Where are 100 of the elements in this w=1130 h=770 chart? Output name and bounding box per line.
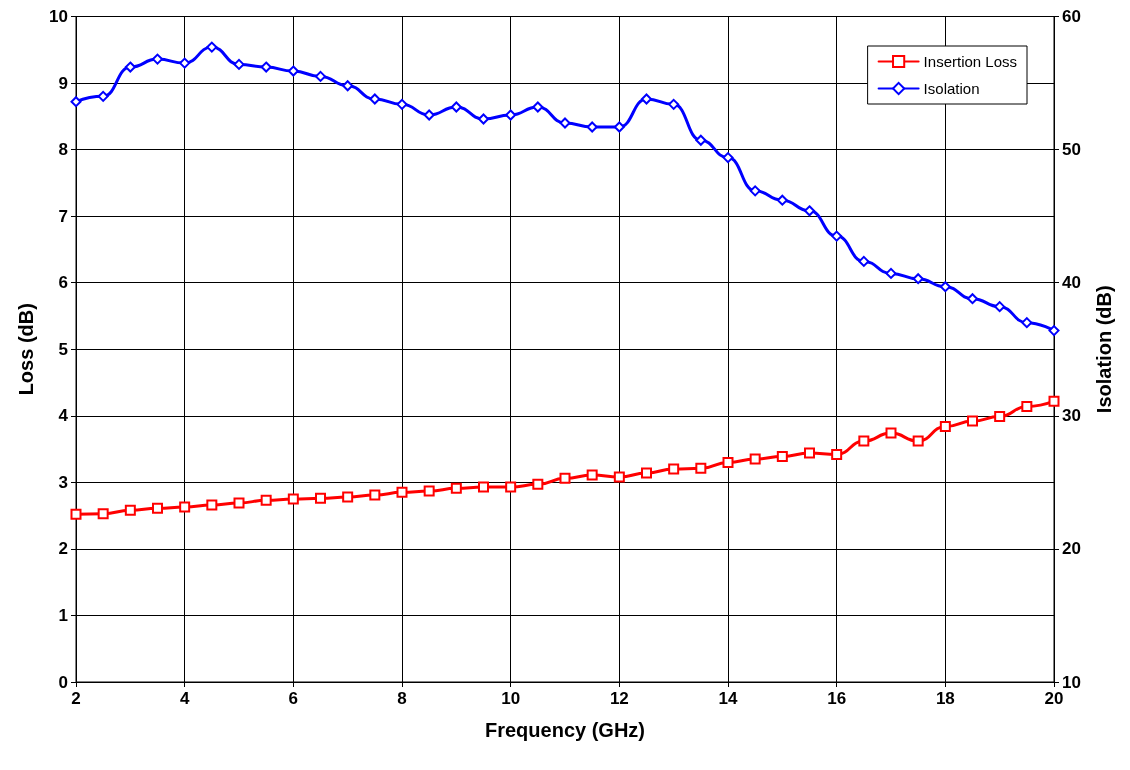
point [641, 93, 652, 105]
point [206, 41, 218, 53]
y2-tick-label: 10 [1062, 672, 1081, 692]
y2-tick-label: 60 [1062, 7, 1081, 26]
point [478, 481, 489, 493]
point [749, 453, 761, 465]
point [586, 121, 598, 133]
point [994, 301, 1006, 313]
point [450, 482, 462, 494]
point [396, 486, 408, 498]
point [342, 491, 354, 503]
point [586, 469, 598, 481]
point [450, 101, 462, 113]
x-tick-label: 12 [609, 689, 629, 708]
point [97, 90, 109, 102]
point [1021, 400, 1033, 412]
point [858, 255, 870, 267]
point [1021, 317, 1033, 329]
point [505, 109, 517, 121]
x-tick-label: 14 [718, 689, 738, 708]
point [858, 435, 870, 447]
y-tick-label: 5 [58, 339, 68, 359]
x-axis-title: Frequency (GHz) [484, 719, 646, 741]
x-tick-label: 8 [397, 689, 407, 708]
legend-label: Insertion Loss [923, 53, 1018, 70]
y2-tick-label: 30 [1062, 406, 1081, 426]
x-tick-label: 6 [288, 689, 299, 708]
point [532, 101, 544, 113]
point [613, 471, 625, 483]
x-tick-label: 4 [179, 689, 190, 708]
x-tick-label: 16 [827, 689, 847, 708]
point [994, 410, 1006, 422]
point [97, 508, 109, 520]
point [722, 152, 734, 164]
y-tick-label: 3 [58, 472, 68, 492]
point [804, 447, 815, 459]
point [939, 281, 951, 293]
point [423, 485, 435, 497]
point [478, 113, 489, 125]
point [967, 293, 978, 305]
point [1048, 325, 1060, 337]
x-tick-label: 18 [935, 689, 955, 708]
point [831, 448, 843, 460]
point [912, 273, 924, 285]
y-tick-label: 2 [58, 539, 68, 559]
point [885, 427, 897, 439]
y-axis-title: Loss (dB) [15, 303, 37, 396]
point [695, 462, 707, 474]
point [287, 493, 299, 505]
point [776, 194, 788, 206]
point [315, 492, 326, 504]
point [722, 456, 734, 468]
point [260, 61, 272, 73]
point [233, 497, 245, 509]
y-tick-label: 10 [49, 7, 68, 26]
point [152, 502, 163, 514]
y2-tick-label: 20 [1062, 539, 1081, 559]
point [668, 463, 680, 475]
y2-tick-label: 40 [1062, 273, 1081, 293]
y-tick-label: 7 [58, 206, 68, 226]
y-tick-label: 4 [58, 406, 69, 426]
point [831, 230, 843, 242]
point [179, 501, 191, 513]
y-tick-label: 6 [58, 273, 68, 293]
point [559, 117, 571, 129]
point [342, 80, 354, 92]
y-tick-label: 1 [58, 605, 68, 625]
y2-axis-title: Isolation (dB) [1093, 285, 1115, 414]
point [804, 205, 815, 217]
point [124, 61, 136, 73]
point [749, 185, 761, 197]
point [967, 415, 978, 427]
y-tick-label: 9 [58, 73, 68, 93]
point [287, 65, 299, 77]
x-tick-label: 2 [71, 689, 81, 708]
point [912, 435, 924, 447]
point [315, 70, 326, 82]
point [152, 53, 163, 65]
point [124, 504, 136, 516]
point [613, 121, 625, 133]
point [70, 508, 82, 520]
y-tick-label: 8 [58, 140, 68, 160]
y2-tick-label: 50 [1062, 140, 1081, 160]
point [885, 267, 897, 279]
point [70, 96, 82, 108]
point [559, 472, 571, 484]
point [396, 98, 408, 110]
point [641, 467, 652, 479]
point [1048, 395, 1060, 407]
point [179, 57, 191, 69]
point [423, 109, 435, 121]
point [369, 489, 381, 501]
point [695, 134, 707, 146]
point [939, 420, 951, 432]
x-tick-label: 20 [1044, 689, 1064, 708]
point [206, 499, 218, 511]
point [505, 481, 517, 493]
x-tick-label: 10 [501, 689, 521, 708]
point [369, 93, 381, 105]
point [532, 478, 544, 490]
